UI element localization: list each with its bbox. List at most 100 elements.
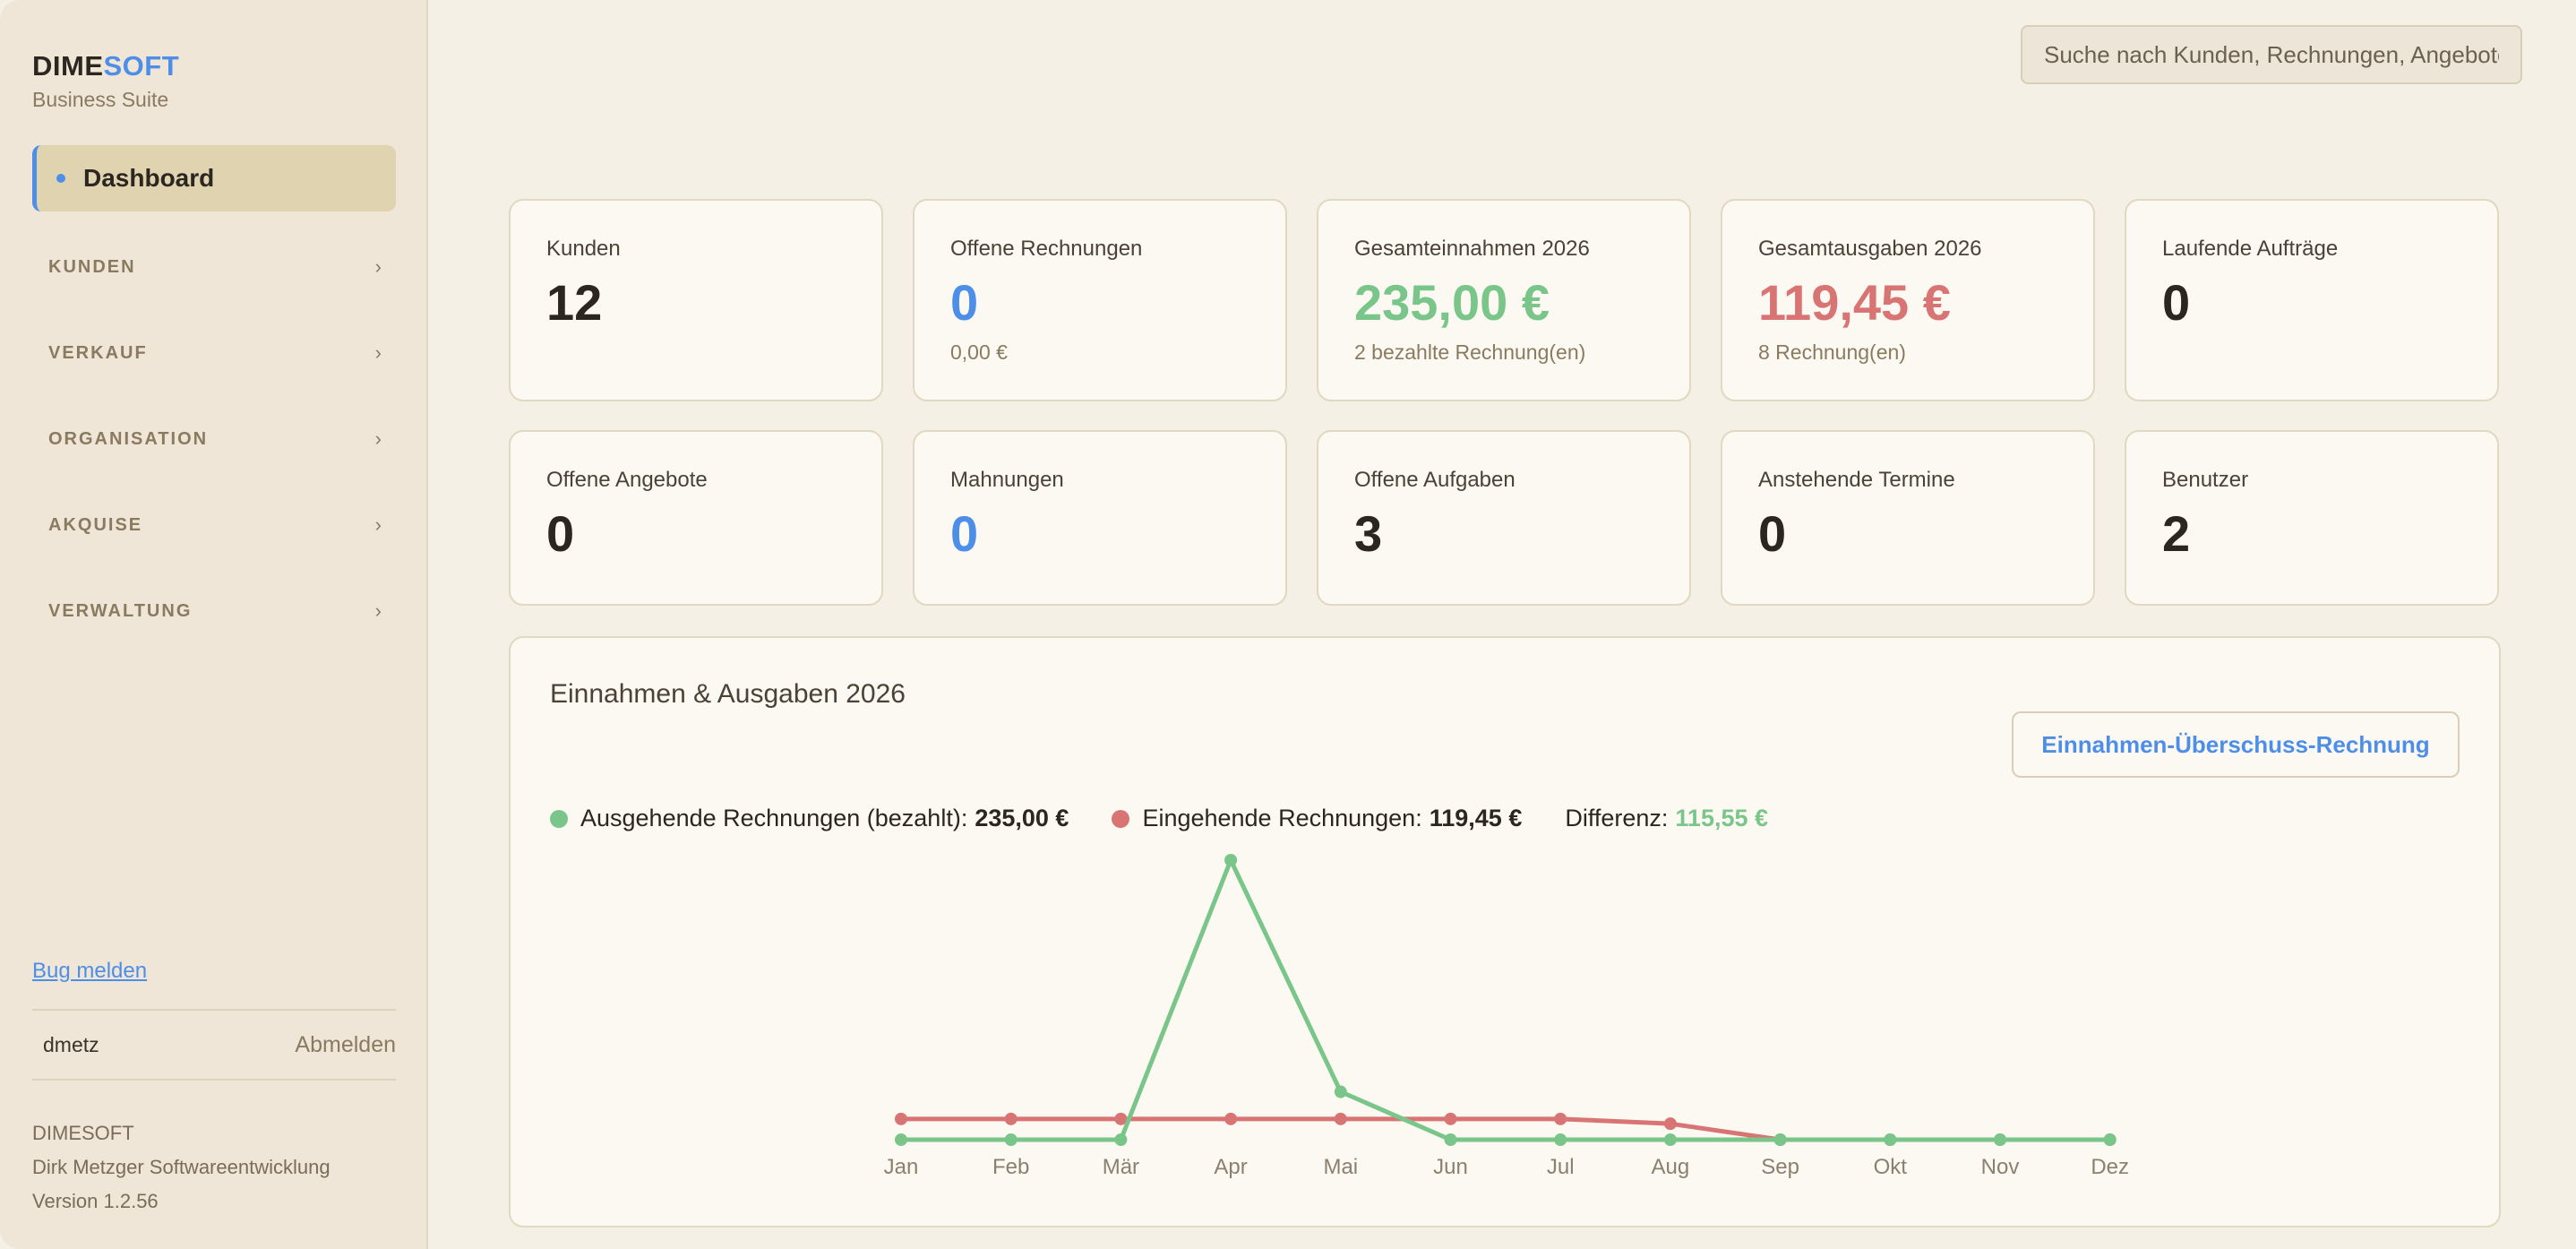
- data-point-expense[interactable]: [1224, 1112, 1238, 1125]
- sidebar-group-verwaltung[interactable]: VERWALTUNG ›: [48, 593, 382, 629]
- data-point-income[interactable]: [895, 1133, 907, 1146]
- series-line-income: [901, 857, 2110, 1142]
- legend-dot-icon: [550, 809, 568, 828]
- active-dot-icon: [56, 174, 65, 183]
- card-value: 0: [2162, 274, 2191, 331]
- line-chart: Jan Feb Mär Apr Mai Jun Jul Aug Sep Okt Nov Dez: [884, 854, 2129, 1179]
- sidebar-group-akquise[interactable]: AKQUISE ›: [48, 507, 382, 543]
- divider: [32, 1009, 396, 1011]
- data-point-income[interactable]: [1663, 1133, 1677, 1146]
- legend-label: Differenz:: [1565, 805, 1669, 831]
- card-offene-rechnungen[interactable]: Offene Rechnungen 0 0,00 €: [913, 199, 1287, 401]
- card-offene-angebote[interactable]: Offene Angebote 0: [509, 430, 883, 606]
- data-point-expense[interactable]: [1663, 1117, 1677, 1131]
- x-tick-label: Jun: [1433, 1155, 1468, 1179]
- legend-dot-icon: [1112, 809, 1130, 828]
- card-gesamteinnahmen[interactable]: Gesamteinnahmen 2026 235,00 € 2 bezahlte…: [1317, 199, 1691, 401]
- card-label: Offene Aufgaben: [1354, 468, 1516, 492]
- data-point-expense[interactable]: [895, 1112, 907, 1125]
- card-value: 0: [950, 274, 979, 331]
- card-label: Gesamteinnahmen 2026: [1354, 237, 1590, 261]
- search-input[interactable]: [2021, 25, 2522, 84]
- data-point-expense[interactable]: [1004, 1112, 1018, 1125]
- data-point-income[interactable]: [1444, 1133, 1457, 1146]
- card-offene-aufgaben[interactable]: Offene Aufgaben 3: [1317, 430, 1691, 606]
- sidebar-group-label: ORGANISATION: [48, 428, 209, 449]
- card-label: Kunden: [546, 237, 621, 261]
- footer-company: DIMESOFT: [32, 1122, 134, 1144]
- card-value: 119,45 €: [1758, 274, 1951, 331]
- card-label: Benutzer: [2162, 468, 2249, 492]
- data-point-expense[interactable]: [1554, 1112, 1567, 1125]
- sidebar-item-dashboard[interactable]: Dashboard: [32, 145, 396, 211]
- sidebar-group-label: AKQUISE: [48, 514, 143, 535]
- card-benutzer[interactable]: Benutzer 2: [2125, 430, 2499, 606]
- brand-logo[interactable]: DIMESOFT Business Suite: [32, 50, 179, 112]
- legend-label: Ausgehende Rechnungen (bezahlt):: [580, 805, 968, 831]
- data-point-income[interactable]: [1114, 1133, 1128, 1146]
- legend-label: Eingehende Rechnungen:: [1142, 805, 1422, 831]
- sidebar-group-verkauf[interactable]: VERKAUF ›: [48, 335, 382, 371]
- card-label: Gesamtausgaben 2026: [1758, 237, 1982, 261]
- sidebar-footer: DIMESOFT Dirk Metzger Softwareentwicklun…: [32, 1116, 331, 1219]
- x-tick-label: Okt: [1874, 1155, 1908, 1179]
- username: dmetz: [43, 1032, 99, 1056]
- chevron-right-icon: ›: [374, 513, 382, 536]
- data-point-income[interactable]: [1773, 1133, 1787, 1146]
- x-tick-label: Nov: [1981, 1155, 2020, 1179]
- card-anstehende-termine[interactable]: Anstehende Termine 0: [1721, 430, 2095, 606]
- card-gesamtausgaben[interactable]: Gesamtausgaben 2026 119,45 € 8 Rechnung(…: [1721, 199, 2095, 401]
- card-value: 12: [546, 274, 603, 331]
- card-value: 2: [2162, 505, 2191, 562]
- sidebar: DIMESOFT Business Suite Dashboard KUNDEN…: [0, 0, 428, 1249]
- x-tick-label: Mär: [1103, 1155, 1139, 1179]
- card-value: 3: [1354, 505, 1383, 562]
- chevron-right-icon: ›: [374, 255, 382, 278]
- bug-report-link[interactable]: Bug melden: [32, 959, 148, 983]
- chart-legend: Ausgehende Rechnungen (bezahlt): 235,00 …: [550, 805, 1811, 832]
- card-value: 0: [1758, 505, 1787, 562]
- chart-card: Einnahmen & Ausgaben 2026 Einnahmen-Über…: [509, 636, 2501, 1227]
- data-point-income[interactable]: [1554, 1133, 1567, 1146]
- card-label: Offene Rechnungen: [950, 237, 1143, 261]
- sidebar-group-label: KUNDEN: [48, 256, 136, 277]
- data-point-income[interactable]: [1884, 1133, 1897, 1146]
- x-tick-label: Aug: [1652, 1155, 1690, 1179]
- card-subtext: 2 bezahlte Rechnung(en): [1354, 340, 1586, 364]
- card-value: 0: [950, 505, 979, 562]
- data-point-income[interactable]: [2103, 1133, 2117, 1146]
- x-tick-label: Sep: [1761, 1155, 1799, 1179]
- logout-button[interactable]: Abmelden: [295, 1031, 396, 1057]
- legend-value: 119,45 €: [1429, 805, 1523, 831]
- footer-owner: Dirk Metzger Softwareentwicklung: [32, 1156, 331, 1178]
- user-row: dmetz Abmelden: [32, 1021, 396, 1068]
- brand-subtitle: Business Suite: [32, 88, 169, 111]
- data-point-income[interactable]: [1224, 854, 1238, 866]
- card-kunden[interactable]: Kunden 12: [509, 199, 883, 401]
- card-label: Laufende Aufträge: [2162, 237, 2339, 261]
- chevron-right-icon: ›: [374, 341, 382, 364]
- x-tick-label: Dez: [2091, 1155, 2129, 1179]
- chevron-right-icon: ›: [374, 427, 382, 450]
- card-mahnungen[interactable]: Mahnungen 0: [913, 430, 1287, 606]
- card-laufende-auftraege[interactable]: Laufende Aufträge 0: [2125, 199, 2499, 401]
- data-point-income[interactable]: [1004, 1133, 1018, 1146]
- sidebar-group-organisation[interactable]: ORGANISATION ›: [48, 421, 382, 457]
- card-subtext: 0,00 €: [950, 340, 1008, 364]
- chart-title: Einnahmen & Ausgaben 2026: [550, 679, 906, 709]
- x-tick-label: Jul: [1547, 1155, 1575, 1179]
- data-point-income[interactable]: [1334, 1085, 1347, 1098]
- sidebar-group-kunden[interactable]: KUNDEN ›: [48, 249, 382, 285]
- euer-button[interactable]: Einnahmen-Überschuss-Rechnung: [2012, 711, 2460, 778]
- x-tick-label: Apr: [1214, 1155, 1247, 1179]
- brand-name: DIMESOFT: [32, 50, 180, 82]
- legend-item-incoming: Eingehende Rechnungen: 119,45 €: [1112, 805, 1522, 832]
- data-point-income[interactable]: [1994, 1133, 2006, 1146]
- data-point-expense[interactable]: [1444, 1112, 1457, 1125]
- divider: [32, 1079, 396, 1081]
- card-label: Mahnungen: [950, 468, 1064, 492]
- x-tick-label: Jan: [884, 1155, 919, 1179]
- card-subtext: 8 Rechnung(en): [1758, 340, 1906, 364]
- data-point-expense[interactable]: [1114, 1112, 1128, 1125]
- data-point-expense[interactable]: [1334, 1112, 1347, 1125]
